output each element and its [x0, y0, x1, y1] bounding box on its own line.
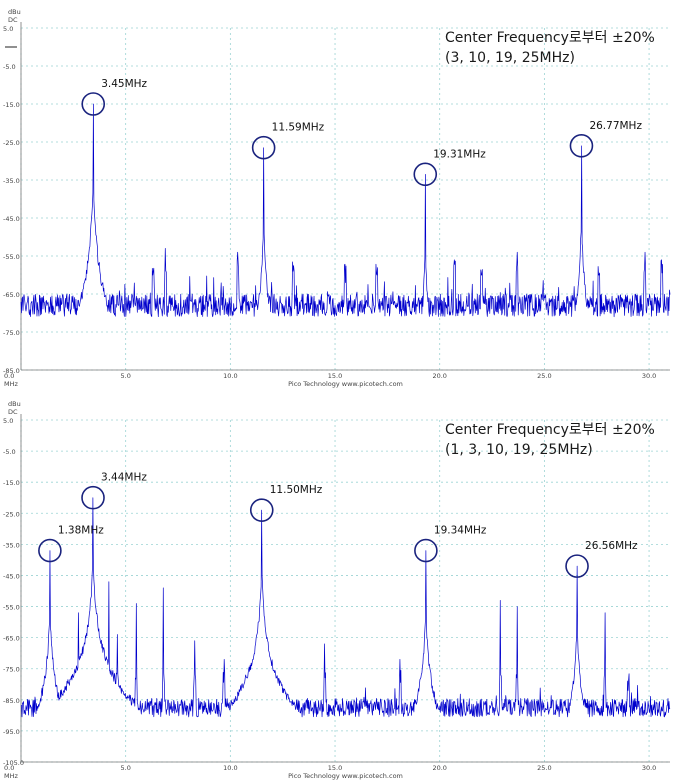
chart-1-peak-marker-4: [569, 134, 594, 158]
chart-1-ytick-label: -35.0: [3, 177, 20, 185]
chart-1-ytick-label: -75.0: [3, 329, 20, 337]
chart-1-title: Center Frequency로부터 ±20%: [445, 30, 655, 46]
chart-2-ytick-label: -35.0: [3, 541, 20, 549]
chart-1-ytick-label: -5.0: [3, 63, 16, 71]
chart-1-subtitle: (3, 10, 19, 25MHz): [445, 50, 575, 66]
chart-2-ytick-label: -15.0: [3, 479, 20, 487]
chart-2-xtick-label: 0.0: [4, 764, 14, 772]
chart-1-peak-label-4: 26.77MHz: [589, 120, 642, 132]
chart-1-spectrum-trace: [20, 103, 671, 318]
chart-1-xtick-label: 25.0: [537, 372, 551, 380]
chart-2-caption: Center Frequency로부터 ±20% (1, 3, 10, 19, …: [445, 420, 655, 460]
chart-2-title: Center Frequency로부터 ±20%: [445, 422, 655, 438]
chart-2-peak-label-3: 11.50MHz: [270, 484, 323, 496]
chart-1-ytick-label: -15.0: [3, 101, 20, 109]
chart-1-ytick-label: -65.0: [3, 291, 20, 299]
chart-2-ytick-label: -55.0: [3, 604, 20, 612]
chart-2-ytick-label: 5.0: [3, 417, 13, 425]
chart-2-ytick-label: -25.0: [3, 510, 20, 518]
chart-2-peak-marker-1: [38, 538, 62, 563]
chart-1-coupling-label: DC: [8, 16, 18, 24]
chart-2-ytick-label: -5.0: [3, 448, 16, 456]
chart-2-peak-label-2: 3.44MHz: [101, 472, 147, 484]
chart-2-peak-marker-5: [565, 554, 589, 578]
chart-2-xtick-label: 10.0: [223, 764, 237, 772]
chart-1-ytick-label: -45.0: [3, 215, 20, 223]
chart-2-peak-marker-2: [81, 485, 105, 510]
chart-2: [20, 414, 671, 763]
chart-2-peak-marker-3: [249, 498, 274, 522]
chart-1-caption: Center Frequency로부터 ±20% (3, 10, 19, 25M…: [445, 28, 655, 68]
chart-1-footer: Pico Technology www.picotech.com: [288, 380, 403, 388]
chart-1-peak-label-2: 11.59MHz: [272, 122, 325, 134]
chart-2-ytick-label: -95.0: [3, 728, 20, 736]
chart-1-ytick-label: -25.0: [3, 139, 20, 147]
chart-2-xtick-label: 15.0: [328, 764, 342, 772]
chart-2-ytick-label: -105.0: [3, 759, 24, 767]
chart-2-ytick-label: -65.0: [3, 635, 20, 643]
chart-1-xtick-label: 30.0: [642, 372, 656, 380]
chart-2-peak-marker-4: [414, 538, 438, 563]
chart-1-xtick-label: 15.0: [328, 372, 342, 380]
chart-1-xtick-label: 5.0: [121, 372, 131, 380]
chart-1-peak-marker-1: [81, 92, 106, 116]
chart-2-peak-label-4: 19.34MHz: [434, 525, 487, 537]
chart-2-footer: Pico Technology www.picotech.com: [288, 772, 403, 780]
chart-2-x-axis-label: MHz: [4, 772, 18, 780]
chart-2-xtick-label: 20.0: [432, 764, 446, 772]
chart-1-xtick-label: 20.0: [432, 372, 446, 380]
chart-1-unit-label: dBu: [8, 8, 21, 16]
chart-2-coupling-label: DC: [8, 408, 18, 416]
chart-1-xtick-label: 0.0: [4, 372, 14, 380]
chart-1-ytick-label: -85.0: [3, 367, 20, 375]
chart-2-xtick-label: 25.0: [537, 764, 551, 772]
chart-1-peak-marker-3: [413, 162, 438, 187]
chart-1-ytick-label: -55.0: [3, 253, 20, 261]
chart-2-peak-label-1: 1.38MHz: [58, 525, 104, 537]
chart-2-ytick-label: -85.0: [3, 697, 20, 705]
chart-1-ytick-label: 5.0: [3, 25, 13, 33]
chart-1-peak-label-3: 19.31MHz: [433, 148, 486, 160]
chart-1-xtick-label: 10.0: [223, 372, 237, 380]
chart-2-spectrum-trace: [20, 497, 671, 718]
chart-2-unit-label: dBu: [8, 400, 21, 408]
chart-1: [5, 22, 671, 371]
chart-2-ytick-label: -75.0: [3, 666, 20, 674]
chart-2-ytick-label: -45.0: [3, 572, 20, 580]
chart-2-xtick-label: 5.0: [121, 764, 131, 772]
chart-1-x-axis-label: MHz: [4, 380, 18, 388]
chart-2-xtick-label: 30.0: [642, 764, 656, 772]
chart-1-peak-label-1: 3.45MHz: [101, 78, 147, 90]
chart-1-peak-marker-2: [251, 135, 276, 160]
chart-2-subtitle: (1, 3, 10, 19, 25MHz): [445, 442, 593, 458]
chart-2-peak-label-5: 26.56MHz: [585, 540, 638, 552]
